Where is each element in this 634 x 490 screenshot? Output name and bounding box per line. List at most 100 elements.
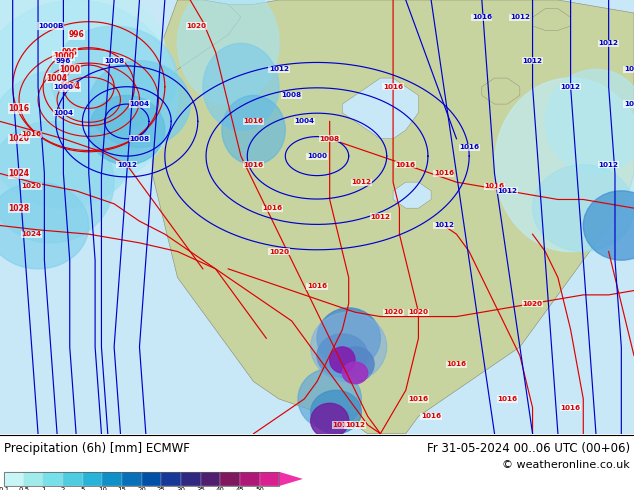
Ellipse shape xyxy=(317,334,368,377)
Text: 1012: 1012 xyxy=(332,422,353,428)
Text: 996: 996 xyxy=(56,58,71,64)
Bar xyxy=(102,472,122,486)
Text: 1016: 1016 xyxy=(472,14,492,21)
Ellipse shape xyxy=(311,403,349,438)
Text: 1020: 1020 xyxy=(8,134,30,143)
Bar xyxy=(240,472,260,486)
Text: 1012: 1012 xyxy=(370,214,391,220)
Text: 1: 1 xyxy=(41,487,46,490)
Ellipse shape xyxy=(336,347,374,382)
Text: 1020: 1020 xyxy=(408,309,429,315)
Text: © weatheronline.co.uk: © weatheronline.co.uk xyxy=(502,460,630,470)
Text: 1020: 1020 xyxy=(383,309,403,315)
Text: 1016: 1016 xyxy=(434,171,454,176)
Ellipse shape xyxy=(317,308,380,368)
Text: 1024: 1024 xyxy=(8,169,30,178)
Ellipse shape xyxy=(583,191,634,260)
Ellipse shape xyxy=(89,96,165,165)
Bar xyxy=(4,472,23,486)
Ellipse shape xyxy=(342,362,368,384)
Ellipse shape xyxy=(298,368,361,429)
Ellipse shape xyxy=(0,182,89,269)
Text: 1028: 1028 xyxy=(8,204,30,213)
Ellipse shape xyxy=(311,390,361,434)
Text: 1008: 1008 xyxy=(129,136,150,142)
Text: 1000: 1000 xyxy=(59,65,81,74)
Text: 996: 996 xyxy=(62,48,77,56)
Text: 1008: 1008 xyxy=(281,93,302,98)
Text: 1000: 1000 xyxy=(307,153,327,159)
Text: 1004: 1004 xyxy=(129,101,150,107)
Bar xyxy=(141,472,161,486)
Text: 1016: 1016 xyxy=(421,413,441,419)
Text: 5: 5 xyxy=(81,487,85,490)
Bar xyxy=(201,472,221,486)
Ellipse shape xyxy=(311,312,387,382)
Ellipse shape xyxy=(330,347,355,373)
Text: 15: 15 xyxy=(117,487,126,490)
Text: 1020: 1020 xyxy=(22,183,42,190)
Bar xyxy=(161,472,181,486)
Text: 2: 2 xyxy=(61,487,65,490)
Text: 1016: 1016 xyxy=(262,205,283,211)
Text: 1012: 1012 xyxy=(598,40,619,47)
Ellipse shape xyxy=(89,61,190,147)
Text: 1024: 1024 xyxy=(22,231,42,237)
Bar xyxy=(122,472,141,486)
Text: 996: 996 xyxy=(68,30,84,39)
Polygon shape xyxy=(533,9,571,30)
Text: 1004: 1004 xyxy=(53,110,74,116)
Bar xyxy=(43,472,63,486)
Text: 1016: 1016 xyxy=(396,162,416,168)
Text: 1016: 1016 xyxy=(383,84,403,90)
Text: 1012: 1012 xyxy=(497,188,517,194)
Polygon shape xyxy=(342,78,418,139)
Polygon shape xyxy=(280,472,303,486)
Bar xyxy=(82,472,102,486)
Text: 30: 30 xyxy=(176,487,186,490)
Bar xyxy=(181,472,201,486)
Ellipse shape xyxy=(203,44,279,130)
Text: 1012: 1012 xyxy=(598,162,619,168)
Text: 1012: 1012 xyxy=(269,66,289,73)
Ellipse shape xyxy=(0,122,114,243)
Text: 10: 10 xyxy=(98,487,107,490)
Text: 1020: 1020 xyxy=(269,248,289,254)
Text: 40: 40 xyxy=(216,487,225,490)
Polygon shape xyxy=(152,0,634,434)
Text: 1004: 1004 xyxy=(46,74,68,82)
Text: 1004: 1004 xyxy=(294,119,314,124)
Bar xyxy=(260,472,280,486)
Text: 1016: 1016 xyxy=(459,145,479,150)
Text: 1012: 1012 xyxy=(560,84,581,90)
Text: 1020: 1020 xyxy=(186,23,207,29)
Text: 1016: 1016 xyxy=(497,396,517,402)
Text: 1016: 1016 xyxy=(446,361,467,368)
Text: 1016: 1016 xyxy=(484,183,505,190)
Ellipse shape xyxy=(222,96,285,165)
Text: 1016: 1016 xyxy=(8,104,30,113)
Text: 1000B: 1000B xyxy=(38,23,63,29)
Bar xyxy=(23,472,43,486)
Bar xyxy=(4,472,280,486)
Text: 1012: 1012 xyxy=(351,179,372,185)
Text: 1012: 1012 xyxy=(117,162,137,168)
Text: 1016: 1016 xyxy=(307,283,327,289)
Text: 45: 45 xyxy=(236,487,244,490)
Text: 1016: 1016 xyxy=(243,162,264,168)
Text: 1008: 1008 xyxy=(320,136,340,142)
Text: 1016: 1016 xyxy=(243,119,264,124)
Text: Fr 31-05-2024 00..06 UTC (00+06): Fr 31-05-2024 00..06 UTC (00+06) xyxy=(427,441,630,455)
Text: 1008: 1008 xyxy=(624,66,634,73)
Text: 35: 35 xyxy=(197,487,205,490)
Text: 1012: 1012 xyxy=(522,58,543,64)
Text: 0.5: 0.5 xyxy=(18,487,29,490)
Ellipse shape xyxy=(0,70,139,208)
Text: 20: 20 xyxy=(137,487,146,490)
Bar xyxy=(221,472,240,486)
Text: 50: 50 xyxy=(256,487,264,490)
Ellipse shape xyxy=(0,0,178,191)
Text: 1004: 1004 xyxy=(59,82,81,91)
Text: 1020: 1020 xyxy=(522,300,543,307)
Text: Precipitation (6h) [mm] ECMWF: Precipitation (6h) [mm] ECMWF xyxy=(4,441,190,455)
